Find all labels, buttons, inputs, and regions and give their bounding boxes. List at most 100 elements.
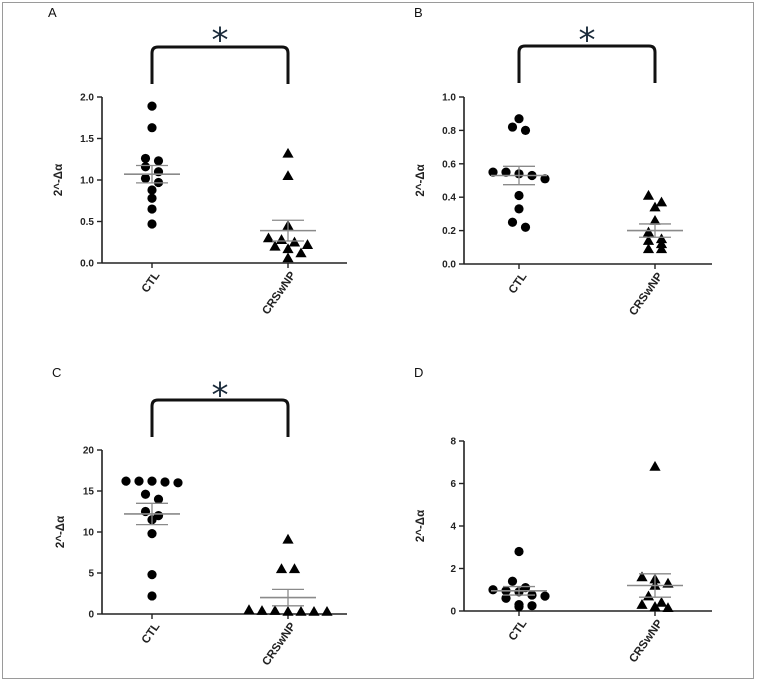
- y-tick-label: 2: [450, 564, 456, 575]
- panel-letter-a: A: [48, 5, 57, 20]
- y-tick-label: 8: [450, 437, 456, 448]
- y-tick-label: 0.6: [442, 159, 456, 170]
- y-tick-label: 15: [83, 487, 95, 498]
- data-point-triangle: [288, 563, 301, 574]
- data-point-triangle: [295, 247, 307, 258]
- data-point-triangle: [655, 238, 668, 249]
- x-category-label: CRSwNP: [627, 618, 665, 665]
- y-tick-label: 6: [450, 479, 456, 490]
- y-tick-label: 0: [88, 610, 94, 621]
- data-point-triangle: [655, 596, 668, 607]
- data-point-triangle: [295, 605, 307, 616]
- panel-c: C 0 5 10 15 20 2^-Δα CTL CRSwNP *: [52, 365, 347, 668]
- data-point-circle: [514, 190, 524, 201]
- significance-bracket: [150, 45, 290, 84]
- data-point-circle: [153, 494, 164, 504]
- panel-letter-d: D: [414, 365, 423, 380]
- data-point-circle: [507, 122, 518, 132]
- y-tick-label: 0.0: [442, 260, 456, 271]
- data-point-circle: [140, 162, 151, 172]
- data-point-triangle: [269, 605, 281, 615]
- data-point-triangle: [275, 234, 288, 244]
- data-point-triangle: [301, 239, 314, 249]
- data-point-circle: [147, 476, 157, 486]
- sem-error-bar: [639, 223, 671, 238]
- y-tick-label: 10: [83, 528, 95, 539]
- sem-error-bar: [272, 219, 304, 242]
- data-point-circle: [140, 153, 151, 164]
- data-point-circle: [134, 476, 144, 486]
- significance-bracket: [517, 44, 657, 83]
- panel-letter-b: B: [414, 5, 423, 20]
- y-tick-label: 0.0: [80, 259, 94, 270]
- sem-error-bar: [136, 164, 168, 184]
- data-point-triangle: [308, 605, 320, 616]
- data-point-triangle: [282, 147, 294, 158]
- data-point-circle: [147, 193, 157, 203]
- data-point-triangle: [256, 605, 268, 615]
- y-tick-label: 20: [83, 446, 95, 457]
- data-point-circle: [527, 601, 537, 611]
- data-point-circle: [520, 583, 531, 593]
- data-point-circle: [514, 546, 524, 557]
- data-point-triangle: [282, 243, 294, 254]
- y-tick-label: 0.2: [442, 226, 456, 237]
- data-point-circle: [121, 476, 131, 486]
- data-point-triangle: [269, 240, 281, 251]
- significance-star: *: [212, 21, 229, 61]
- y-tick-label: 0: [450, 607, 456, 618]
- data-point-circle: [140, 489, 151, 499]
- data-point-circle: [514, 204, 524, 214]
- data-point-circle: [507, 576, 518, 586]
- data-point-circle: [514, 602, 524, 612]
- y-tick-label: 0.4: [442, 193, 456, 204]
- data-point-triangle: [262, 232, 275, 243]
- y-tick-label: 5: [88, 569, 94, 580]
- y-tick-label: 4: [450, 522, 456, 533]
- data-point-triangle: [282, 252, 294, 263]
- data-point-circle: [147, 101, 157, 111]
- data-point-circle: [540, 174, 550, 184]
- data-point-circle: [540, 591, 550, 601]
- data-point-circle: [160, 477, 170, 487]
- x-category-label: CTL: [140, 621, 163, 646]
- data-point-triangle: [655, 243, 668, 254]
- significance-star: *: [579, 21, 596, 61]
- data-point-triangle: [642, 189, 655, 200]
- data-point-circle: [147, 219, 157, 229]
- data-point-triangle: [282, 533, 294, 544]
- y-tick-label: 1.0: [80, 176, 94, 187]
- data-point-triangle: [642, 243, 655, 254]
- data-point-circle: [501, 167, 511, 177]
- data-point-triangle: [636, 599, 648, 609]
- x-category-label: CTL: [507, 618, 530, 643]
- y-axis-label: 2^-Δα: [53, 164, 65, 196]
- data-point-circle: [147, 204, 157, 214]
- data-point-triangle: [642, 590, 655, 601]
- x-category-label: CTL: [507, 271, 530, 296]
- sem-error-bar: [272, 588, 304, 607]
- data-point-circle: [147, 185, 157, 195]
- panel-a: A 0.0 0.5 1.0 1.5 2.0 2^-Δα CTL CRSwNP *: [48, 5, 347, 317]
- data-point-circle: [147, 529, 157, 539]
- data-point-triangle: [282, 170, 294, 181]
- data-point-circle: [140, 173, 151, 183]
- sem-error-bar: [503, 585, 535, 596]
- data-point-triangle: [275, 563, 288, 574]
- significance-star: *: [212, 376, 229, 416]
- data-point-triangle: [662, 602, 674, 613]
- data-point-circle: [520, 125, 531, 135]
- x-category-label: CRSwNP: [260, 270, 298, 317]
- x-category-label: CTL: [140, 270, 163, 295]
- y-axis-label: 2^-Δα: [415, 510, 427, 542]
- sem-error-bar: [639, 573, 671, 598]
- panel-letter-c: C: [52, 365, 61, 380]
- sem-error-bar: [136, 502, 168, 526]
- data-point-circle: [153, 156, 164, 166]
- data-point-circle: [507, 217, 518, 227]
- y-tick-label: 0.8: [442, 126, 456, 137]
- data-point-circle: [147, 123, 157, 133]
- data-point-circle: [147, 591, 157, 601]
